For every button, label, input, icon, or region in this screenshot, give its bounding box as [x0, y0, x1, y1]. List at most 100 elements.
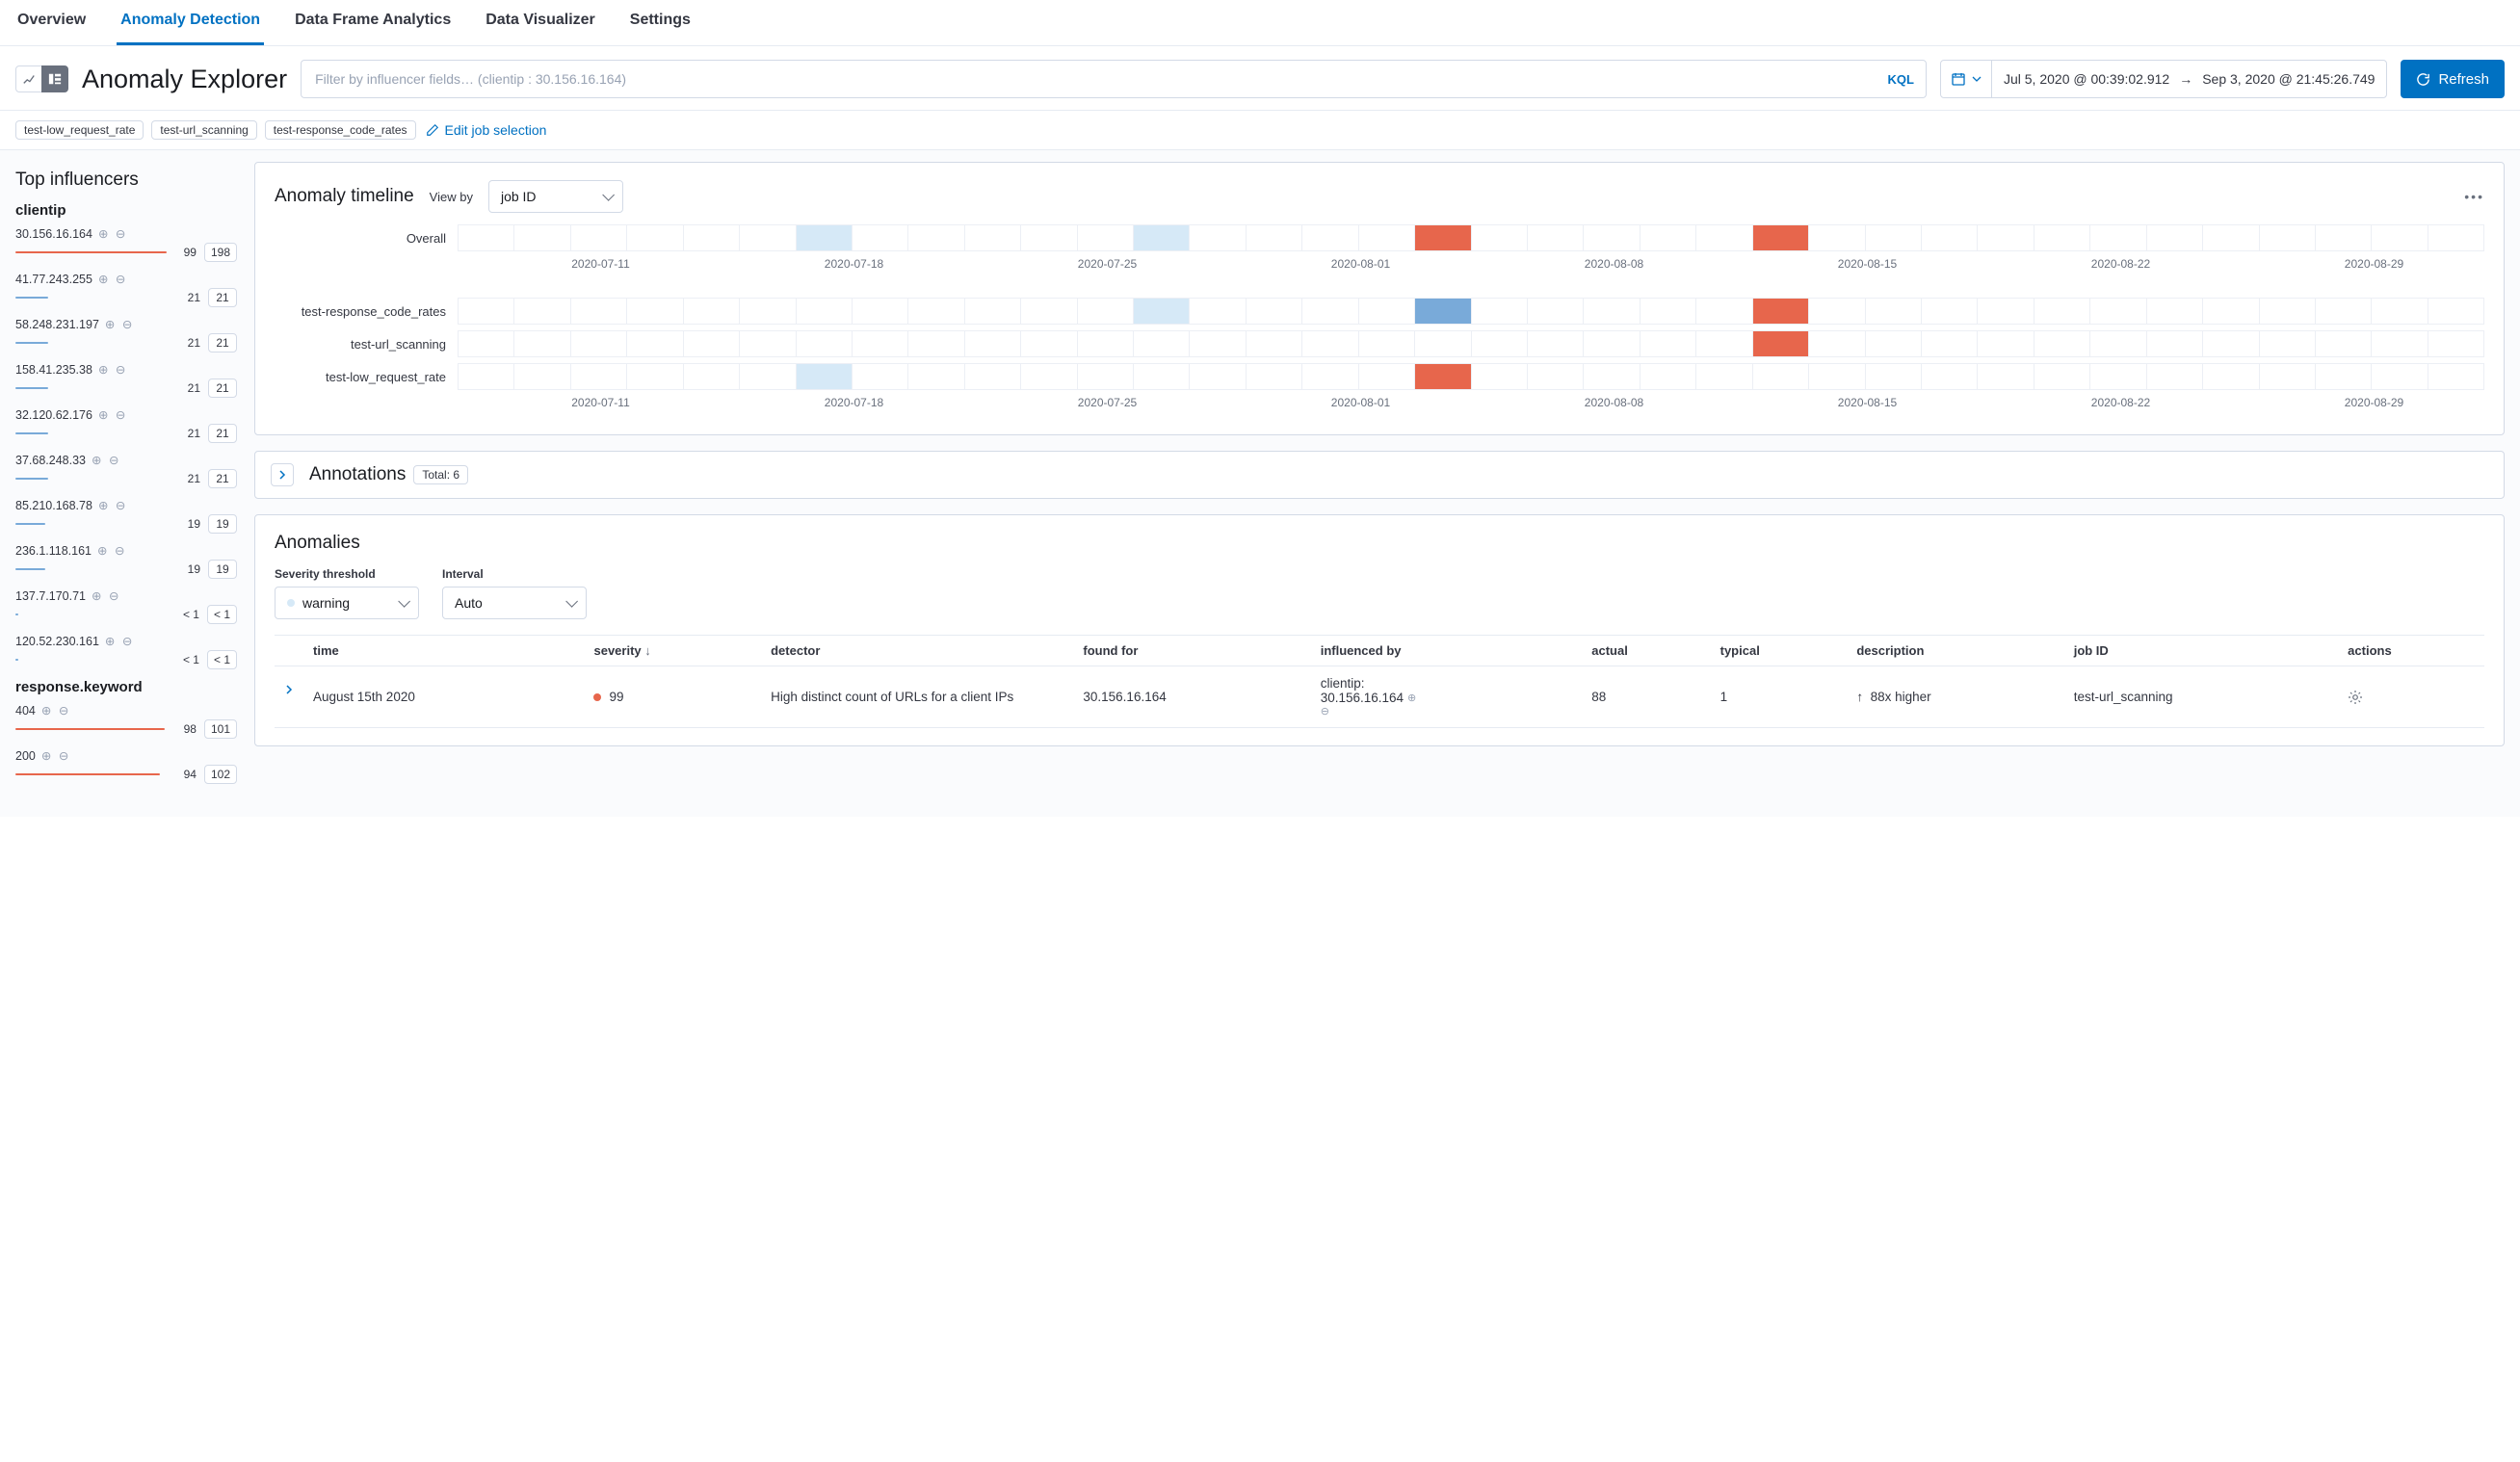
swimlane-cell[interactable]	[2034, 298, 2090, 325]
swimlane-cell[interactable]	[796, 298, 853, 325]
swimlane-cell[interactable]	[1414, 298, 1471, 325]
swimlane-cell[interactable]	[1414, 224, 1471, 251]
swimlane-cell[interactable]	[2034, 330, 2090, 357]
swimlane-cell[interactable]	[1527, 298, 1584, 325]
swimlane-cell[interactable]	[1471, 330, 1528, 357]
swimlane-cell[interactable]	[458, 363, 514, 390]
swimlane-cell[interactable]	[2371, 363, 2428, 390]
swimlane-cell[interactable]	[2146, 330, 2203, 357]
swimlane-cell[interactable]	[2202, 330, 2259, 357]
swimlane-cell[interactable]	[1583, 298, 1640, 325]
swimlane-cell[interactable]	[1471, 224, 1528, 251]
swimlane-cell[interactable]	[1077, 330, 1134, 357]
plus-icon[interactable]: ⊕	[98, 273, 110, 286]
swimlane-cell[interactable]	[1977, 298, 2034, 325]
swimlane-cell[interactable]	[796, 330, 853, 357]
minus-icon[interactable]: ⊖	[115, 544, 126, 558]
minus-icon[interactable]: ⊖	[59, 749, 70, 763]
swimlane-cell[interactable]	[1189, 224, 1246, 251]
swimlane-cell[interactable]	[1133, 330, 1190, 357]
swimlane-cell[interactable]	[513, 298, 570, 325]
edit-job-selection-link[interactable]: Edit job selection	[426, 122, 547, 138]
swimlane-cell[interactable]	[1527, 330, 1584, 357]
swimlane-cell[interactable]	[2146, 363, 2203, 390]
swimlane-cell[interactable]	[1358, 363, 1415, 390]
swimlane-cell[interactable]	[2259, 363, 2316, 390]
swimlane-cell[interactable]	[1921, 330, 1978, 357]
swimlane-cell[interactable]	[458, 298, 514, 325]
swimlane-cell[interactable]	[1808, 330, 1865, 357]
swimlane-cell[interactable]	[1583, 363, 1640, 390]
swimlane-cell[interactable]	[1020, 298, 1077, 325]
tab-overview[interactable]: Overview	[13, 0, 90, 45]
plus-icon[interactable]: ⊕	[97, 544, 109, 558]
swimlane-cell[interactable]	[852, 224, 908, 251]
swimlane-cell[interactable]	[626, 330, 683, 357]
swimlane-cell[interactable]	[1865, 298, 1922, 325]
swimlane-cell[interactable]	[1640, 298, 1696, 325]
severity-threshold-select[interactable]: warning	[275, 587, 419, 619]
swimlane-cell[interactable]	[852, 363, 908, 390]
swimlane-cell[interactable]	[964, 224, 1021, 251]
swimlane-cell[interactable]	[1752, 363, 1809, 390]
swimlane-cell[interactable]	[2034, 224, 2090, 251]
swimlane-cell[interactable]	[1865, 363, 1922, 390]
swimlane-cell[interactable]	[1808, 298, 1865, 325]
swimlane-cell[interactable]	[683, 224, 740, 251]
minus-icon[interactable]: ⊖	[116, 227, 127, 241]
swimlane-cell[interactable]	[2428, 330, 2484, 357]
swimlane-cell[interactable]	[964, 298, 1021, 325]
swimlane-cell[interactable]	[1640, 363, 1696, 390]
anom-col-detector[interactable]: detector	[761, 636, 1073, 666]
swimlane-cell[interactable]	[2089, 363, 2146, 390]
annotations-toggle[interactable]	[271, 463, 294, 486]
calendar-button[interactable]	[1941, 61, 1992, 97]
swimlane-cell[interactable]	[570, 330, 627, 357]
swimlane-cell[interactable]	[1301, 298, 1358, 325]
swimlane-cell[interactable]	[1133, 224, 1190, 251]
swimlane-cell[interactable]	[513, 330, 570, 357]
swimlane-cell[interactable]	[2371, 330, 2428, 357]
swimlane-cell[interactable]	[683, 330, 740, 357]
swimlane-cell[interactable]	[458, 330, 514, 357]
swimlane-cell[interactable]	[1358, 330, 1415, 357]
anom-col-job-ID[interactable]: job ID	[2064, 636, 2338, 666]
swimlane-cell[interactable]	[1752, 298, 1809, 325]
swimlane-cell[interactable]	[1077, 298, 1134, 325]
anom-col-actual[interactable]: actual	[1582, 636, 1710, 666]
swimlane-cell[interactable]	[1358, 224, 1415, 251]
swimlane-cell[interactable]	[1921, 298, 1978, 325]
plus-icon[interactable]: ⊕	[92, 589, 103, 603]
swimlane-cell[interactable]	[2259, 224, 2316, 251]
plus-icon[interactable]: ⊕	[105, 635, 117, 648]
swimlane-cell[interactable]	[1246, 298, 1302, 325]
swimlane-cell[interactable]	[2259, 298, 2316, 325]
swimlane-cell[interactable]	[1865, 330, 1922, 357]
job-chip[interactable]: test-url_scanning	[151, 120, 256, 140]
minus-icon[interactable]: ⊖	[59, 704, 70, 718]
plus-icon[interactable]: ⊕	[92, 454, 103, 467]
job-chip[interactable]: test-response_code_rates	[265, 120, 416, 140]
tab-data-visualizer[interactable]: Data Visualizer	[482, 0, 599, 45]
minus-icon[interactable]: ⊖	[122, 635, 134, 648]
swimlane-cell[interactable]	[1189, 330, 1246, 357]
swimlane-cell[interactable]	[1695, 224, 1752, 251]
swimlane-cell[interactable]	[1301, 330, 1358, 357]
tab-anomaly-detection[interactable]: Anomaly Detection	[117, 0, 264, 45]
swimlane-cell[interactable]	[1640, 224, 1696, 251]
swimlane-cell[interactable]	[1695, 363, 1752, 390]
anom-col-typical[interactable]: typical	[1711, 636, 1848, 666]
single-metric-view-icon[interactable]	[15, 65, 42, 92]
plus-icon[interactable]: ⊕	[41, 704, 53, 718]
swimlane-cell[interactable]	[2202, 363, 2259, 390]
swimlane-cell[interactable]	[1020, 224, 1077, 251]
explorer-view-icon[interactable]	[41, 65, 68, 92]
swimlane-cell[interactable]	[2428, 363, 2484, 390]
minus-icon[interactable]: ⊖	[122, 318, 134, 331]
refresh-button[interactable]: Refresh	[2401, 60, 2505, 98]
swimlane-cell[interactable]	[1865, 224, 1922, 251]
swimlane-cell[interactable]	[1077, 363, 1134, 390]
plus-icon[interactable]: ⊕	[1407, 692, 1418, 704]
swimlane-cell[interactable]	[1921, 363, 1978, 390]
swimlane-cell[interactable]	[907, 298, 964, 325]
